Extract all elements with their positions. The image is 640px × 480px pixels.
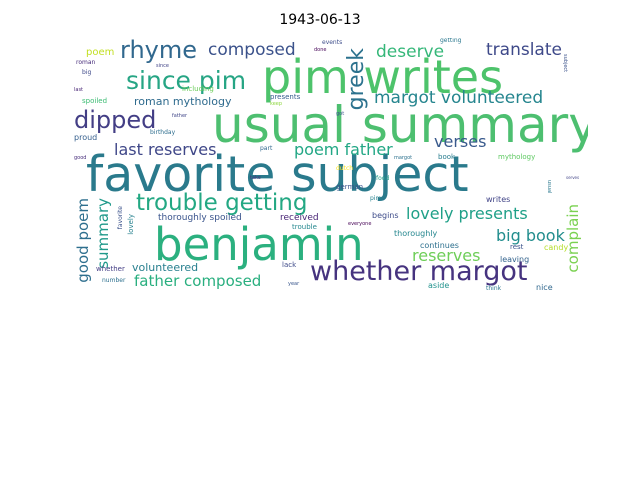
word-big-book: big book: [496, 226, 565, 245]
word-since: since: [156, 63, 169, 69]
word-mythology: mythology: [498, 153, 536, 161]
word-whether: whether: [96, 265, 125, 273]
word-roman: roman: [76, 59, 96, 66]
word-volunteered: volunteered: [132, 261, 199, 274]
word-poem-father: poem father: [294, 140, 393, 159]
word-whether-margot: whether margot: [310, 256, 528, 287]
word-take: take: [250, 175, 261, 181]
word-good-poem: good poem: [74, 198, 92, 283]
word-done: done: [314, 47, 327, 53]
word-german: german: [336, 183, 364, 191]
word-dutch: dutch: [336, 165, 354, 172]
word-summary: summary: [94, 198, 112, 269]
word-got: got: [336, 111, 345, 117]
word-year: year: [288, 281, 300, 287]
chart-title: 1943-06-13: [279, 12, 361, 28]
word-writes: writes: [486, 195, 511, 204]
word-last: last: [74, 87, 84, 93]
word-margot-volunteered: margot volunteered: [374, 88, 544, 108]
word-thoroughly-spoiled: thoroughly spoiled: [158, 213, 242, 223]
word-favorite-subject: favorite subject: [86, 146, 469, 203]
word-rhyme: rhyme: [120, 38, 198, 64]
word-translate: translate: [486, 40, 562, 60]
word-proud: proud: [74, 133, 98, 142]
word-subject: subject: [562, 54, 568, 73]
word-pim: pim: [370, 195, 382, 202]
word-including: including: [182, 85, 214, 93]
word-since-pim: since pim: [126, 66, 247, 95]
word-nice: nice: [536, 283, 553, 292]
word-events: events: [322, 39, 343, 46]
word-deserve: deserve: [376, 42, 445, 62]
word-usual-summary: usual summary: [212, 96, 588, 154]
word-usual: usual: [546, 180, 552, 194]
word-book: book: [438, 153, 456, 161]
word-think: think: [486, 285, 502, 292]
word-father-composed: father composed: [134, 272, 262, 290]
word-aside: aside: [428, 281, 450, 290]
word-begins: begins: [372, 211, 399, 220]
word-pim-writes: pim writes: [262, 50, 504, 104]
word-thoroughly: thoroughly: [394, 229, 438, 238]
word-verses: verses: [434, 132, 487, 151]
word-complain: complain: [564, 204, 582, 273]
word-serves: serves: [566, 175, 580, 180]
word-greek: greek: [344, 48, 369, 111]
word-benjamin: benjamin: [154, 218, 364, 271]
word-everyone: everyone: [348, 221, 372, 227]
word-getting: getting: [440, 38, 462, 44]
word-received: received: [280, 213, 319, 223]
word-part: part: [260, 145, 273, 152]
word-birthday: birthday: [150, 129, 176, 136]
word-keep: keep: [270, 101, 283, 107]
word-lovely: lovely: [127, 214, 135, 235]
word-poem: poem: [86, 47, 115, 58]
word-lack: lack: [282, 261, 297, 269]
word-father: father: [172, 113, 188, 119]
word-good: good: [74, 155, 87, 161]
word-reserves: reserves: [412, 246, 481, 265]
word-food: food: [376, 175, 390, 182]
word-roman-mythology: roman mythology: [134, 95, 232, 108]
word-composed: composed: [208, 40, 296, 60]
word-number: number: [102, 277, 126, 284]
word-favorite: favorite: [117, 206, 124, 230]
word-last-reserves: last reserves: [114, 140, 217, 159]
word-presents: presents: [270, 93, 301, 101]
word-rest: rest: [510, 243, 524, 251]
word-continues: continues: [420, 241, 459, 250]
word-lovely-presents: lovely presents: [406, 204, 528, 223]
word-dipped: dipped: [74, 106, 157, 134]
word-big: big: [82, 69, 92, 76]
word-cloud: favorite subject usual summary benjamin …: [72, 38, 588, 294]
word-spoiled: spoiled: [82, 97, 108, 105]
word-candy: candy: [544, 243, 569, 252]
word-trouble-getting: trouble getting: [136, 190, 308, 216]
word-leaving: leaving: [500, 255, 530, 264]
word-trouble: trouble: [292, 223, 317, 231]
word-margot: margot: [394, 155, 413, 161]
